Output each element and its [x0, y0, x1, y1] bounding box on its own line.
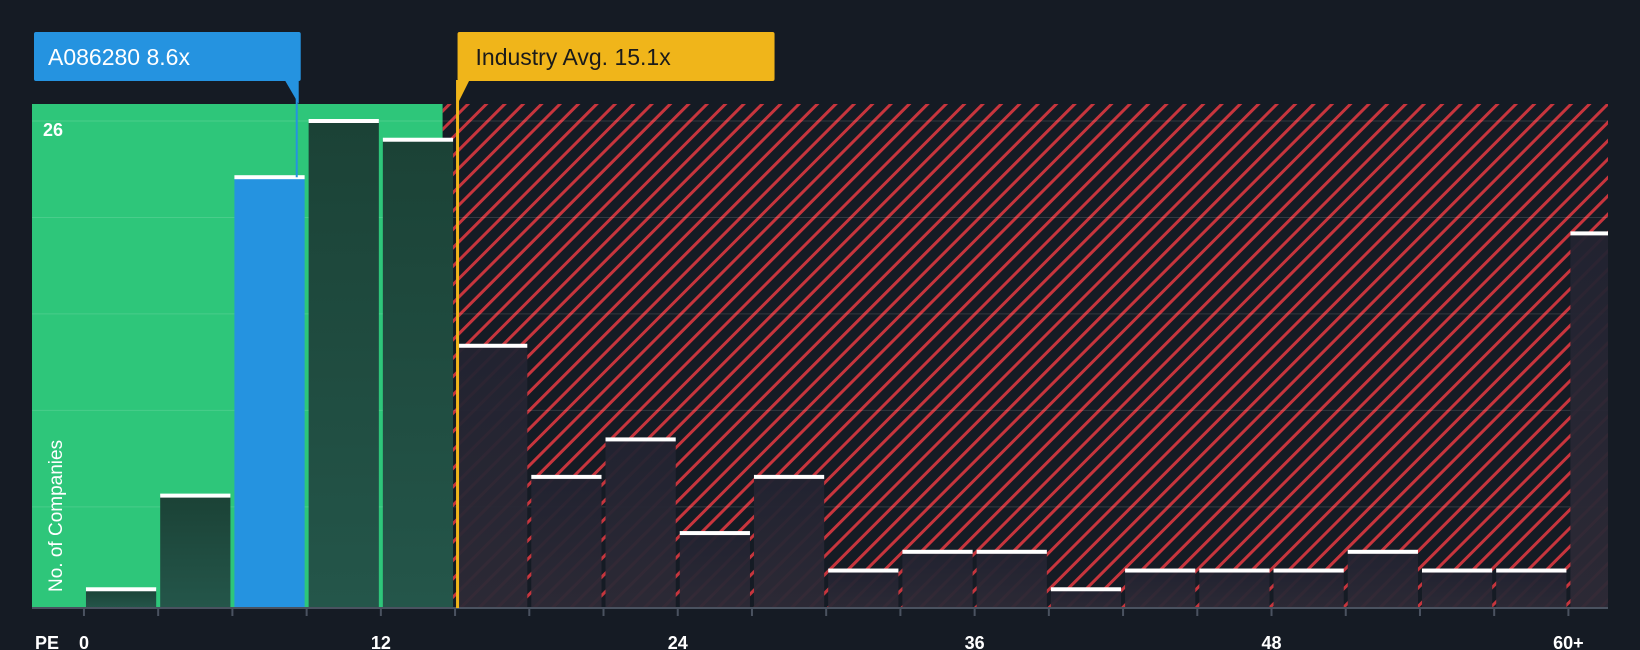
bar-cap [902, 549, 973, 554]
company-label: A086280 8.6x [48, 44, 190, 70]
bar-cap [234, 175, 305, 180]
bar [457, 345, 528, 608]
bar [828, 570, 899, 608]
x-tick-label: 0 [79, 633, 89, 650]
bar [605, 439, 676, 608]
bar-cap [679, 531, 750, 536]
bar [382, 139, 454, 608]
bar-cap [531, 474, 602, 479]
bar-cap [1125, 568, 1196, 573]
bar [234, 177, 305, 608]
company-callout [34, 32, 301, 81]
histogram-bars [85, 119, 1608, 608]
industry-avg-callout [457, 32, 775, 81]
bar [308, 121, 379, 608]
x-tick-label: 48 [1262, 633, 1282, 650]
bar-cap [1347, 549, 1418, 554]
x-tick-label: 60+ [1553, 633, 1584, 650]
bar [902, 551, 973, 608]
bar-cap [85, 587, 157, 592]
bar [1050, 589, 1122, 608]
bar [85, 589, 157, 608]
bar-cap [976, 549, 1047, 554]
company-marker-pointer [284, 80, 299, 104]
x-tick-label: 36 [965, 633, 985, 650]
bar-cap [828, 568, 899, 573]
bar-cap [1570, 231, 1608, 236]
x-tick-label: 12 [371, 633, 391, 650]
bar-cap [753, 474, 825, 479]
bar-cap [160, 493, 231, 498]
bar-cap [1421, 568, 1493, 573]
bar [976, 551, 1047, 608]
bar [679, 533, 750, 608]
bar [1570, 233, 1608, 608]
bar [160, 495, 231, 608]
x-axis-ticks: 0 12 24 36 48 60+ [79, 608, 1584, 650]
bar [1273, 570, 1344, 608]
x-axis-title: PE [35, 633, 59, 650]
bar [1347, 551, 1418, 608]
industry-avg-marker: Industry Avg. 15.1x [456, 32, 775, 608]
x-tick-label: 24 [668, 633, 688, 650]
bar-cap [605, 437, 676, 442]
bar [531, 476, 602, 608]
bar [1125, 570, 1196, 608]
bar-cap [1199, 568, 1270, 573]
industry-avg-pointer [457, 80, 470, 104]
bar [1496, 570, 1567, 608]
y-tick-label: 26 [43, 120, 63, 140]
bar-cap [382, 137, 454, 142]
industry-avg-label: Industry Avg. 15.1x [476, 44, 672, 70]
company-marker: A086280 8.6x [34, 32, 301, 178]
y-axis-title: No. of Companies [46, 440, 67, 592]
y-axis-ticks: 26 [43, 120, 63, 140]
bar-cap [457, 343, 528, 348]
bar-cap [308, 119, 379, 123]
bar [753, 476, 825, 608]
bar-cap [1496, 568, 1567, 573]
bar-cap [1273, 568, 1344, 573]
bar [1421, 570, 1493, 608]
bar-cap [1050, 587, 1122, 592]
bar [1199, 570, 1270, 608]
